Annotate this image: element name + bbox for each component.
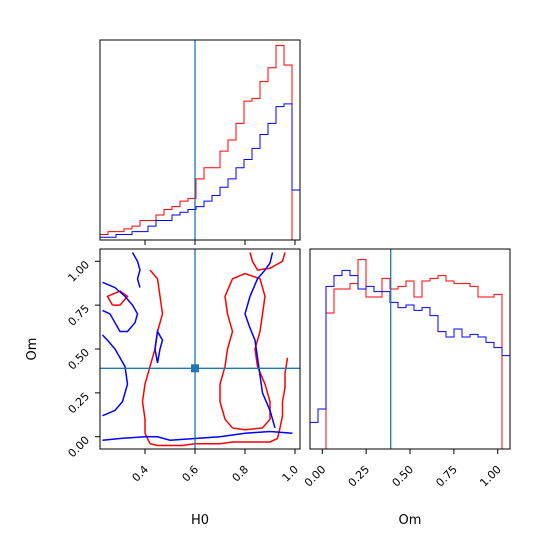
contour-blue bbox=[101, 334, 129, 417]
histogram-red-series bbox=[310, 259, 510, 450]
histogram-blue-series bbox=[99, 103, 301, 240]
x-tick-label: 0.4 bbox=[130, 463, 152, 485]
x-axis-label-om: Om bbox=[399, 513, 422, 528]
joint-plot-area bbox=[100, 249, 300, 449]
marginal-h0-plot-area bbox=[99, 40, 301, 241]
joint-ticks: 0.4 0.6 0.8 1.0 0.00 0.25 0.50 0.75 1.00 bbox=[66, 258, 302, 484]
contour-blue bbox=[131, 252, 141, 288]
x-tick-label: 0.50 bbox=[390, 463, 417, 490]
contour-blue bbox=[154, 329, 164, 364]
contour-red bbox=[249, 252, 286, 271]
joint-contours bbox=[100, 249, 300, 449]
x-tick-label: 1.00 bbox=[477, 463, 504, 490]
histogram-blue-series bbox=[309, 269, 511, 449]
marginal-om-frame bbox=[309, 248, 511, 450]
histogram-red-series bbox=[99, 45, 300, 241]
contour-red bbox=[149, 357, 289, 447]
marginal-om-ticks: 0.00 0.25 0.50 0.75 1.00 bbox=[302, 449, 504, 489]
contour-red bbox=[219, 272, 271, 431]
marginal-h0-frame bbox=[99, 39, 301, 241]
x-axis-label-h0: H0 bbox=[191, 513, 209, 528]
x-tick-label: 0.25 bbox=[346, 463, 373, 490]
y-tick-label: 0.50 bbox=[66, 346, 93, 373]
joint-panel: 0.4 0.6 0.8 1.0 0.00 0.25 0.50 0.75 1.00 bbox=[66, 248, 302, 484]
x-tick-label: 0.8 bbox=[230, 463, 252, 485]
contour-blue bbox=[102, 430, 293, 441]
x-tick-label: 0.00 bbox=[302, 463, 329, 490]
marginal-om-plot-area bbox=[309, 249, 511, 450]
marginal-h0-ticks bbox=[144, 240, 296, 245]
x-tick-label: 0.6 bbox=[180, 463, 202, 485]
y-axis-label-om: Om bbox=[25, 338, 40, 361]
x-tick-label: 0.75 bbox=[433, 463, 460, 490]
truth-point-marker bbox=[191, 364, 199, 373]
contour-blue bbox=[102, 281, 139, 333]
x-tick-label: 1.0 bbox=[280, 463, 302, 485]
marginal-om-panel: 0.00 0.25 0.50 0.75 1.00 bbox=[302, 248, 511, 489]
contour-blue bbox=[244, 252, 276, 429]
contour-red bbox=[141, 269, 164, 445]
y-tick-label: 1.00 bbox=[66, 258, 93, 285]
marginal-h0-panel bbox=[99, 39, 301, 245]
y-tick-label: 0.00 bbox=[66, 434, 93, 461]
contour-red bbox=[106, 290, 129, 306]
y-tick-label: 0.75 bbox=[66, 302, 93, 329]
y-tick-label: 0.25 bbox=[66, 390, 93, 417]
